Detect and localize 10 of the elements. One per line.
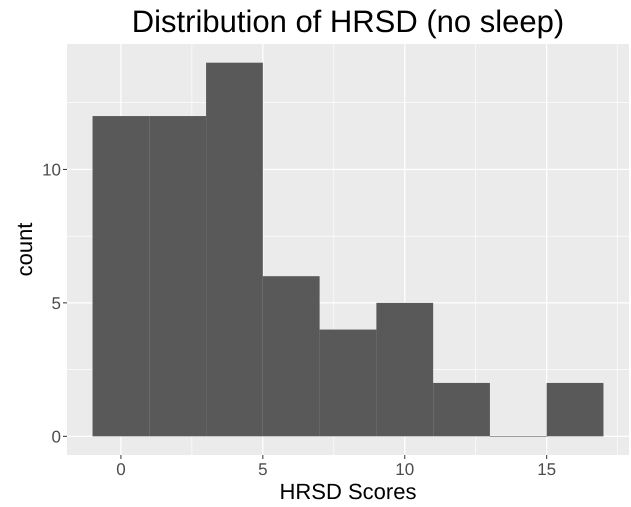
x-tick-label: 15 [537, 460, 556, 479]
chart-title: Distribution of HRSD (no sleep) [132, 4, 564, 39]
y-tick-label: 10 [42, 160, 61, 180]
x-tick-label: 0 [116, 460, 126, 479]
y-axis-title: count [12, 222, 37, 276]
y-tick-label: 0 [52, 427, 61, 446]
x-tick-label: 10 [395, 460, 414, 479]
x-axis-title: HRSD Scores [280, 479, 416, 504]
y-tick-label: 5 [52, 294, 61, 313]
x-tick-label: 5 [258, 460, 268, 479]
